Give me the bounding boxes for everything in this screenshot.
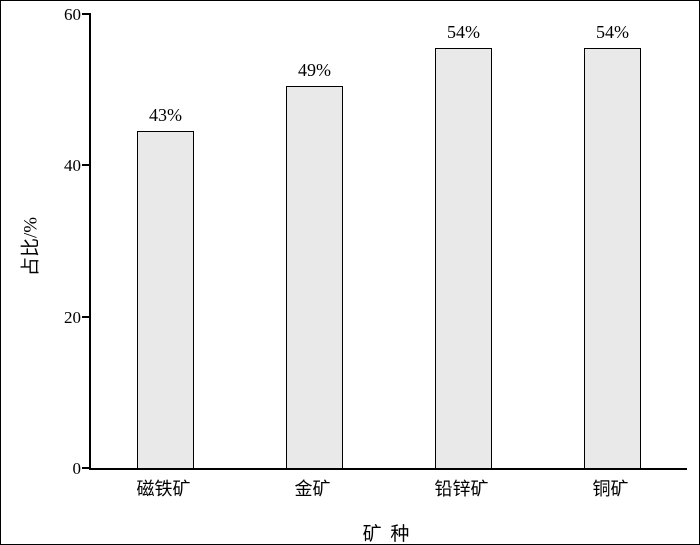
bar-铜矿 — [584, 48, 641, 468]
bar-磁铁矿 — [137, 131, 194, 468]
y-tick-mark — [82, 467, 91, 469]
bar-金矿 — [286, 85, 343, 468]
x-axis-title: 矿 种 — [362, 524, 412, 545]
y-axis-title: 占比/% — [20, 216, 42, 277]
bar-value-label: 43% — [149, 105, 182, 126]
bar-value-label: 49% — [298, 59, 331, 80]
y-tick-label: 20 — [64, 307, 81, 327]
y-tick-mark — [82, 164, 91, 167]
plot-area: 0 20 40 60 43% 49% 54% 54% — [64, 6, 687, 477]
y-tick-label: 0 — [72, 459, 82, 478]
bar-value-label: 54% — [447, 22, 480, 43]
x-category-label: 铅锌矿 — [434, 479, 489, 499]
bar-value-label: 54% — [596, 22, 629, 43]
y-tick-mark — [82, 315, 91, 318]
x-category-label: 磁铁矿 — [136, 479, 191, 499]
x-category-label: 金矿 — [294, 479, 331, 499]
y-tick-mark — [82, 13, 91, 15]
y-tick-label: 60 — [64, 5, 81, 24]
x-category-label: 铜矿 — [592, 479, 629, 499]
y-tick-label: 40 — [64, 156, 81, 176]
bar-铅锌矿 — [435, 48, 492, 468]
